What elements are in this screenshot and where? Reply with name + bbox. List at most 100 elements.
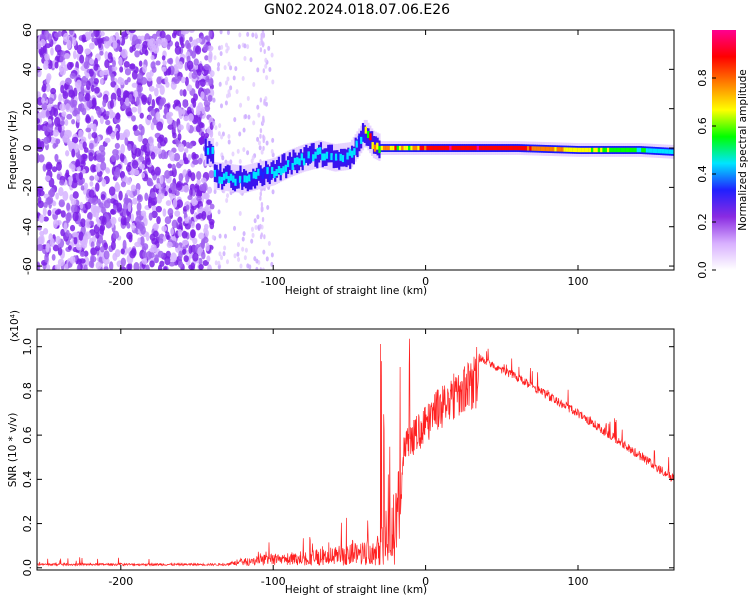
spectrogram-cell xyxy=(250,172,253,180)
spectrogram-cell xyxy=(184,76,189,87)
spectrogram-cell xyxy=(66,113,73,120)
spectrogram-cell xyxy=(188,71,193,79)
spectrogram-cell xyxy=(298,158,301,166)
spectrogram-cell xyxy=(218,233,222,239)
spectrogram-cell xyxy=(134,147,142,157)
spectrogram-cell xyxy=(193,64,199,70)
spectrogram-cell xyxy=(259,191,263,197)
spectrogram-cell xyxy=(224,233,228,239)
spectrogram-cell xyxy=(85,115,92,124)
spectrogram-cell xyxy=(78,129,84,140)
spectrogram-cell xyxy=(42,163,47,172)
spectrogram-cell xyxy=(102,69,109,76)
colorbar-tick-label: 0.2 xyxy=(696,213,709,231)
spectrogram-cell xyxy=(286,160,290,168)
spectrogram-cell xyxy=(58,93,63,103)
spectrogram-cell xyxy=(217,209,221,215)
spectrogram-cell xyxy=(95,261,102,270)
spectrogram-cell xyxy=(43,60,49,66)
spectrogram-cell xyxy=(618,147,621,153)
spectrogram-cell xyxy=(153,222,159,231)
spectrogram-cell xyxy=(196,179,201,185)
spectrogram-cell xyxy=(91,197,98,205)
spectrogram-cell xyxy=(245,175,249,183)
spectrogram-cell xyxy=(597,147,601,153)
spectrogram-cell xyxy=(130,213,135,223)
spectrogram-cell xyxy=(60,228,65,237)
spectrogram-cell xyxy=(241,75,245,81)
spectrogram-cell xyxy=(195,124,201,133)
spectrogram-cell xyxy=(652,148,656,153)
spectrogram-cell xyxy=(62,190,69,201)
spectrogram-cell xyxy=(148,85,155,92)
spectrogram-cell xyxy=(231,151,235,157)
spectrogram-cell xyxy=(177,143,185,153)
spectrogram-cell xyxy=(252,171,256,179)
spectrogram-cell xyxy=(648,148,651,153)
spectrogram-cell xyxy=(252,120,256,126)
spectrogram-cell xyxy=(151,66,157,73)
spectrogram-cell xyxy=(85,127,92,133)
snr-x-tick-label: 100 xyxy=(567,575,588,588)
spectrogram-cell xyxy=(355,140,358,148)
spectrogram-cell xyxy=(424,145,427,151)
spectrogram-cell xyxy=(187,153,192,161)
spectrogram-cell xyxy=(572,147,576,153)
spectrogram-cell xyxy=(219,51,223,57)
spectrogram-cell xyxy=(97,198,101,205)
spectrogram-cell xyxy=(96,219,101,227)
spectrogram-cell xyxy=(54,264,61,270)
spectrogram-cell xyxy=(242,147,246,153)
spectrogram-cell xyxy=(201,210,207,220)
spectrogram-cell xyxy=(154,87,159,97)
spectrogram-cell xyxy=(483,145,486,151)
spectrogram-cell xyxy=(103,39,111,49)
spectrogram-cell xyxy=(84,218,92,229)
spectrogram-cell xyxy=(260,205,264,211)
spectrogram-cell xyxy=(88,68,94,77)
spectrogram-cell xyxy=(127,76,131,83)
spectrogram-cell xyxy=(148,212,153,221)
spectrogram-cell xyxy=(373,144,377,152)
spectrogram-cell xyxy=(37,244,44,252)
spectrogram-cell xyxy=(37,225,42,231)
spectrogram-cell xyxy=(225,171,228,179)
spectrogram-cell xyxy=(369,133,372,141)
spectrogram-cell xyxy=(241,179,244,187)
spectrogram-cell xyxy=(104,59,110,69)
spectrogram-cell xyxy=(91,131,98,139)
spectrogram-cell xyxy=(64,53,71,60)
spectrogram-cell xyxy=(69,141,76,152)
spectrogram-cell xyxy=(45,110,50,118)
spectrogram-cell xyxy=(181,248,187,255)
spectrogram-cell xyxy=(201,251,206,260)
spectrogram-cell xyxy=(251,232,255,238)
spectrogram-cell xyxy=(50,87,57,95)
spectrogram-cell xyxy=(85,72,90,79)
spectrogram-cell xyxy=(155,148,162,155)
spectrogram-cell xyxy=(155,60,161,66)
spectrogram-cell xyxy=(145,250,152,260)
spectrogram-cell xyxy=(37,112,44,119)
spectrogram-cell xyxy=(225,42,229,48)
spectrogram-cell xyxy=(362,134,365,142)
spectrogram-cell xyxy=(248,174,251,182)
spectrogram-cell xyxy=(84,92,91,102)
spectrogram-cell xyxy=(54,61,59,69)
spectrogram-cell xyxy=(212,97,216,103)
spectrogram-cell xyxy=(159,175,164,185)
spectrogram-cell xyxy=(120,215,127,226)
spectrogram-cell xyxy=(293,157,297,165)
spectrogram-cell xyxy=(220,176,224,184)
spectrogram-cell xyxy=(97,38,102,49)
spectrogram-cell xyxy=(233,225,237,231)
spectrogram-cell xyxy=(167,66,172,76)
spectrogram-cell xyxy=(64,263,69,270)
spectrogram-cell xyxy=(95,231,100,239)
spectrogram-cell xyxy=(66,61,73,71)
spectrogram-cell xyxy=(106,126,113,135)
colorbar-ticks: 0.0 0.2 0.4 0.6 0.8 xyxy=(696,69,716,279)
spectrogram-cell xyxy=(151,33,158,40)
spectrogram-cell xyxy=(458,145,461,151)
spectrogram-cell xyxy=(348,148,352,156)
